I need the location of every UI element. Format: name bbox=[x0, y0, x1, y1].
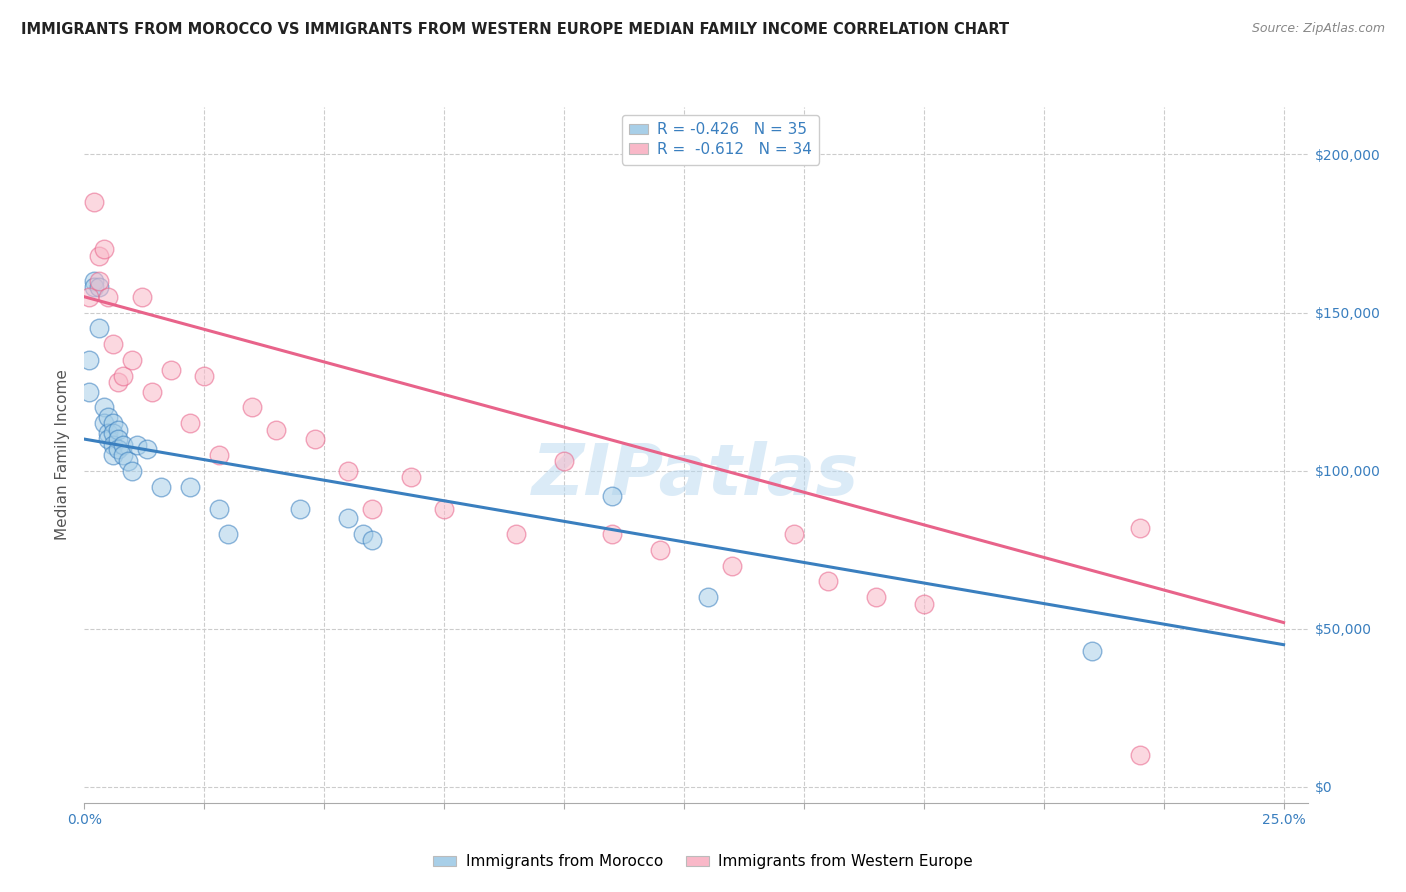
Point bbox=[337, 511, 360, 525]
Point bbox=[912, 597, 935, 611]
Point bbox=[240, 401, 263, 415]
Point bbox=[159, 362, 181, 376]
Point bbox=[97, 409, 120, 424]
Point bbox=[107, 432, 129, 446]
Point bbox=[208, 501, 231, 516]
Point bbox=[83, 274, 105, 288]
Point bbox=[179, 417, 201, 431]
Point bbox=[433, 501, 456, 516]
Point bbox=[107, 423, 129, 437]
Point bbox=[141, 384, 163, 399]
Point bbox=[101, 337, 124, 351]
Point bbox=[505, 527, 527, 541]
Point bbox=[93, 417, 115, 431]
Point bbox=[77, 290, 100, 304]
Point bbox=[135, 442, 157, 456]
Point bbox=[101, 448, 124, 462]
Point bbox=[721, 558, 744, 573]
Point bbox=[77, 353, 100, 368]
Point bbox=[208, 448, 231, 462]
Point bbox=[817, 574, 839, 589]
Point bbox=[304, 432, 326, 446]
Point bbox=[264, 423, 287, 437]
Point bbox=[179, 479, 201, 493]
Text: Source: ZipAtlas.com: Source: ZipAtlas.com bbox=[1251, 22, 1385, 36]
Text: ZIPatlas: ZIPatlas bbox=[533, 442, 859, 510]
Point bbox=[217, 527, 239, 541]
Point bbox=[101, 417, 124, 431]
Point bbox=[101, 425, 124, 440]
Text: IMMIGRANTS FROM MOROCCO VS IMMIGRANTS FROM WESTERN EUROPE MEDIAN FAMILY INCOME C: IMMIGRANTS FROM MOROCCO VS IMMIGRANTS FR… bbox=[21, 22, 1010, 37]
Point bbox=[1129, 521, 1152, 535]
Point bbox=[352, 527, 374, 541]
Point bbox=[97, 432, 120, 446]
Point bbox=[87, 249, 110, 263]
Point bbox=[131, 290, 153, 304]
Point bbox=[93, 243, 115, 257]
Point bbox=[1129, 748, 1152, 763]
Point bbox=[193, 368, 215, 383]
Legend: Immigrants from Morocco, Immigrants from Western Europe: Immigrants from Morocco, Immigrants from… bbox=[427, 848, 979, 875]
Point bbox=[697, 591, 720, 605]
Point bbox=[97, 290, 120, 304]
Point bbox=[77, 384, 100, 399]
Point bbox=[111, 438, 134, 452]
Point bbox=[648, 542, 671, 557]
Y-axis label: Median Family Income: Median Family Income bbox=[55, 369, 70, 541]
Point bbox=[111, 368, 134, 383]
Legend: R = -0.426   N = 35, R =  -0.612   N = 34: R = -0.426 N = 35, R = -0.612 N = 34 bbox=[621, 115, 820, 164]
Point bbox=[121, 464, 143, 478]
Point bbox=[83, 194, 105, 209]
Point bbox=[97, 425, 120, 440]
Point bbox=[399, 470, 422, 484]
Point bbox=[553, 454, 575, 468]
Point bbox=[83, 280, 105, 294]
Point bbox=[600, 489, 623, 503]
Point bbox=[101, 438, 124, 452]
Point bbox=[865, 591, 887, 605]
Point bbox=[93, 401, 115, 415]
Point bbox=[121, 353, 143, 368]
Point bbox=[107, 375, 129, 389]
Point bbox=[87, 321, 110, 335]
Point bbox=[337, 464, 360, 478]
Point bbox=[87, 274, 110, 288]
Point bbox=[1080, 644, 1102, 658]
Point bbox=[150, 479, 173, 493]
Point bbox=[361, 501, 384, 516]
Point bbox=[117, 454, 139, 468]
Point bbox=[107, 442, 129, 456]
Point bbox=[290, 501, 312, 516]
Point bbox=[111, 448, 134, 462]
Point bbox=[127, 438, 149, 452]
Point bbox=[361, 533, 384, 548]
Point bbox=[783, 527, 806, 541]
Point bbox=[600, 527, 623, 541]
Point bbox=[87, 280, 110, 294]
